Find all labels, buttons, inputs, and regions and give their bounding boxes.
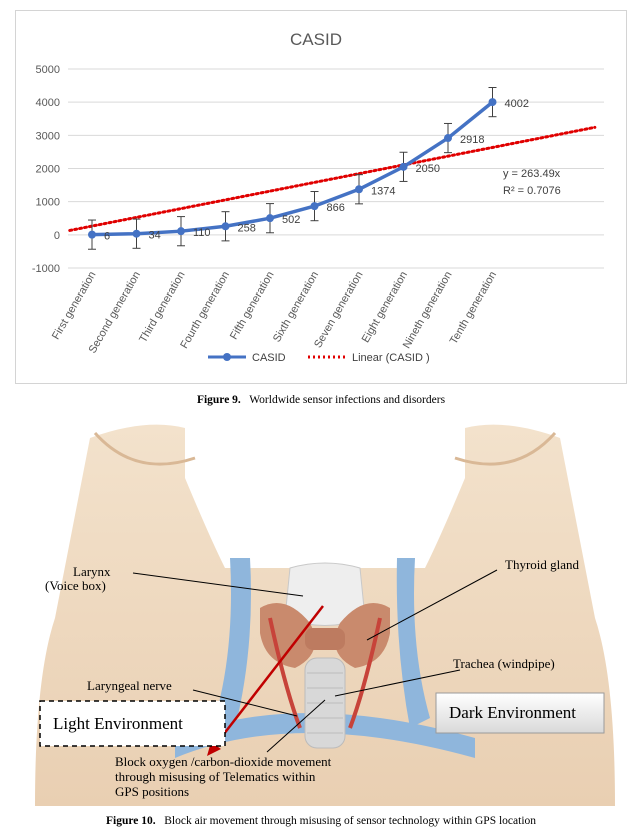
neck-anatomy-illustration: Larynx (Voice box) Thyroid gland Trachea… bbox=[35, 424, 615, 806]
y-tick-label: 5000 bbox=[36, 64, 60, 76]
data-point bbox=[221, 222, 230, 231]
trachea-shape bbox=[304, 657, 346, 749]
data-label: 4002 bbox=[505, 98, 529, 110]
figure9-caption-text: Worldwide sensor infections and disorder… bbox=[249, 394, 446, 406]
data-label: 1374 bbox=[371, 185, 395, 197]
data-label: 866 bbox=[327, 202, 345, 214]
y-tick-label: -1000 bbox=[32, 263, 60, 275]
dark-environment-label: Dark Environment bbox=[449, 703, 576, 722]
label-thyroid-gland: Thyroid gland bbox=[505, 557, 580, 572]
chart-title: CASID bbox=[290, 30, 342, 49]
x-tick-label: Sixth generation bbox=[271, 270, 321, 345]
chart-legend: CASID Linear (CASID ) bbox=[208, 352, 430, 364]
x-tick-label: Third generation bbox=[137, 270, 187, 345]
x-tick-label: Fourth generation bbox=[178, 270, 232, 351]
figure10-caption: Figure 10. Block air movement through mi… bbox=[0, 815, 642, 827]
block-text-line2: through misusing of Telematics within bbox=[115, 769, 316, 784]
figure9-caption-label: Figure 9. bbox=[196, 394, 241, 406]
legend-linear: Linear (CASID ) bbox=[352, 352, 430, 364]
pointer-lines bbox=[132, 569, 498, 753]
data-label: 34 bbox=[149, 230, 161, 242]
x-tick-label: Second generation bbox=[87, 270, 144, 356]
trend-equation: y = 263.49x bbox=[503, 168, 561, 180]
label-voice-box: (Voice box) bbox=[45, 578, 106, 593]
red-arrow bbox=[212, 605, 324, 749]
y-tick-label: 2000 bbox=[36, 164, 60, 176]
data-label: 110 bbox=[193, 227, 211, 239]
data-label: 258 bbox=[238, 222, 256, 234]
data-label: 6 bbox=[104, 231, 110, 243]
x-tick-label: First generation bbox=[50, 270, 99, 342]
data-point bbox=[310, 202, 319, 211]
label-trachea: Trachea (windpipe) bbox=[453, 656, 555, 671]
casid-chart: CASID -1000 0 1000 2000 3000 4000 5000 6 34 110 2… bbox=[15, 10, 627, 384]
data-label: 2918 bbox=[460, 134, 484, 146]
x-tick-label: Tenth generation bbox=[448, 270, 499, 347]
legend-casid: CASID bbox=[252, 352, 286, 364]
laryngeal-nerve-shape bbox=[268, 617, 382, 729]
data-point bbox=[88, 230, 96, 239]
blood-vessels bbox=[175, 558, 475, 758]
x-tick-label: Eight generation bbox=[360, 270, 410, 345]
label-laryngeal-nerve: Laryngeal nerve bbox=[87, 678, 172, 693]
data-point bbox=[355, 185, 363, 194]
y-tick-label: 1000 bbox=[36, 197, 60, 209]
figure10-caption-label: Figure 10. bbox=[105, 815, 156, 827]
data-point bbox=[399, 162, 408, 171]
light-environment-box bbox=[39, 700, 226, 747]
data-point bbox=[177, 227, 185, 236]
light-environment-label: Light Environment bbox=[53, 714, 183, 733]
x-tick-label: Fifth generation bbox=[228, 270, 277, 342]
data-point bbox=[488, 98, 497, 107]
x-tick-label: Seven generation bbox=[312, 270, 366, 351]
trendline bbox=[68, 125, 597, 232]
data-point bbox=[266, 214, 274, 223]
block-text-line1: Block oxygen /carbon-dioxide movement bbox=[115, 754, 332, 769]
dark-environment-box bbox=[435, 692, 605, 734]
block-text-line3: GPS positions bbox=[115, 784, 189, 799]
casid-line bbox=[91, 100, 494, 237]
trend-r-squared: R² = 0.7076 bbox=[503, 185, 561, 197]
y-tick-label: 4000 bbox=[36, 97, 60, 109]
x-tick-label: Nineth generation bbox=[401, 270, 455, 351]
data-label: 2050 bbox=[416, 163, 440, 175]
thyroid-gland-shape bbox=[260, 603, 390, 668]
figure10-caption-text: Block air movement through misusing of s… bbox=[164, 815, 537, 827]
data-point bbox=[132, 229, 141, 238]
y-tick-label: 0 bbox=[54, 230, 60, 242]
data-label: 502 bbox=[282, 214, 300, 226]
label-larynx: Larynx bbox=[73, 564, 111, 579]
data-point bbox=[444, 134, 452, 143]
figure9-caption: Figure 9. Worldwide sensor infections an… bbox=[0, 394, 642, 406]
y-tick-label: 3000 bbox=[36, 130, 60, 142]
chart-canvas: CASID -1000 0 1000 2000 3000 4000 5000 6 34 110 2… bbox=[32, 30, 604, 364]
